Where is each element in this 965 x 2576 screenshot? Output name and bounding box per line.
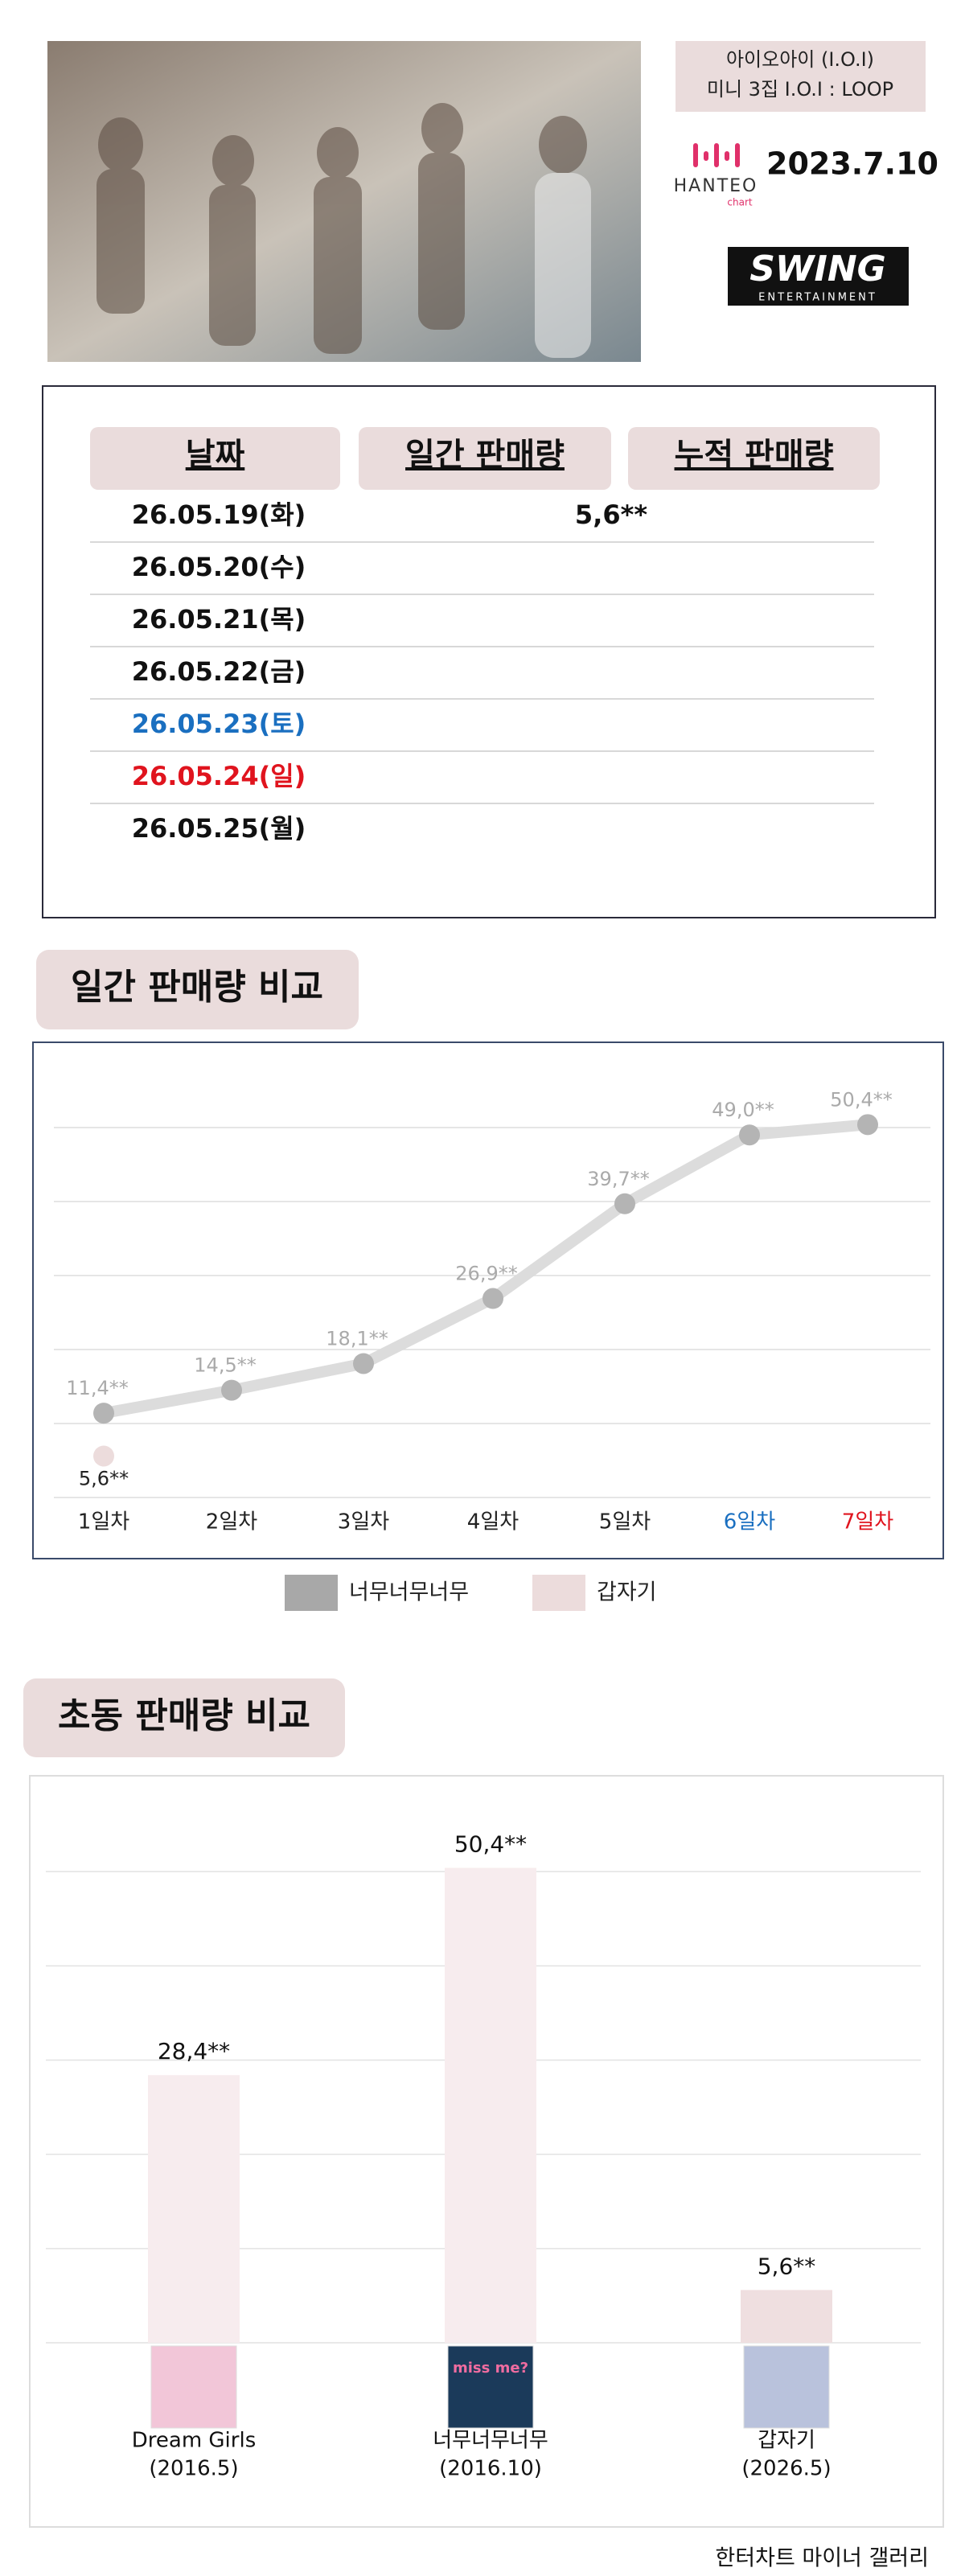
x-tick-label: 3일차 — [338, 1510, 389, 1535]
swing-logo — [728, 247, 909, 306]
data-label: 50,4** — [454, 1830, 527, 1857]
x-tick-label: 4일차 — [467, 1510, 519, 1535]
date-cell: 26.05.24(일) — [132, 761, 306, 791]
section-title-bg — [23, 1678, 345, 1757]
legend-swatch — [532, 1575, 585, 1611]
album-box — [676, 41, 926, 112]
x-tick-label: 6일차 — [724, 1510, 775, 1535]
section-title: 일간 판매량 비교 — [71, 967, 323, 1008]
swing-text: SWING — [749, 249, 886, 290]
date: 2023.7.10 — [766, 146, 938, 182]
daily-cell: 5,6** — [575, 499, 647, 530]
date-cell: 26.05.23(토) — [132, 709, 306, 739]
photo-figures — [96, 103, 591, 358]
album-cover — [743, 2345, 830, 2429]
bar — [741, 2290, 832, 2343]
x-tick-label: 1일차 — [78, 1510, 129, 1535]
sales-table: 날짜 일간 판매량 누적 판매량 26.05.19(화) 5,6** 26.05.20(수… — [90, 427, 880, 844]
artist: 아이오아이 (I.O.I) — [726, 48, 874, 71]
bar — [445, 1867, 536, 2343]
data-point — [221, 1379, 242, 1401]
data-label: 14,5** — [194, 1354, 256, 1377]
section-title-bg — [36, 950, 359, 1029]
data-point — [93, 1403, 114, 1424]
data-label: 5,6** — [79, 1467, 129, 1489]
x-tick-label: 7일차 — [842, 1510, 893, 1535]
hanteo-icon — [693, 143, 740, 167]
legend-label: 갑자기 — [597, 1580, 657, 1605]
data-point — [93, 1445, 114, 1467]
album-cover — [447, 2345, 534, 2429]
date-cell: 26.05.22(금) — [132, 656, 306, 687]
x-tick-sublabel: (2016.10) — [439, 2457, 542, 2481]
date-cell: 26.05.25(월) — [132, 813, 306, 844]
x-tick-sublabel: (2026.5) — [741, 2457, 831, 2481]
swing-sub: ENTERTAINMENT — [758, 292, 877, 304]
x-tick-label: Dream Girls — [132, 2429, 257, 2453]
header-cell — [359, 427, 611, 490]
data-label: 26,9** — [455, 1263, 517, 1285]
data-label: 50,4** — [830, 1088, 892, 1111]
date-cell: 26.05.19(화) — [132, 499, 306, 530]
data-label: 39,7** — [587, 1168, 649, 1190]
header-label: 누적 판매량 — [675, 437, 834, 474]
album: 미니 3집 I.O.I : LOOP — [707, 78, 893, 101]
legend-label: 너무너무너무 — [349, 1580, 469, 1605]
hanteo-logo: HANTEO — [674, 176, 758, 196]
bar — [148, 2075, 240, 2343]
header-cell — [628, 427, 880, 490]
data-point — [857, 1114, 878, 1136]
album-cover — [150, 2345, 237, 2429]
footer: 한터차트 마이너 갤러리 — [715, 2546, 929, 2571]
data-label: 49,0** — [712, 1099, 774, 1121]
x-tick-sublabel: (2016.5) — [149, 2457, 238, 2481]
section-title: 초동 판매량 비교 — [58, 1695, 310, 1736]
header-label: 날짜 — [186, 437, 245, 474]
x-tick-label: 2일차 — [206, 1510, 257, 1535]
data-point — [739, 1124, 760, 1146]
data-label: 5,6** — [758, 2253, 816, 2279]
data-point — [353, 1353, 374, 1374]
legend-swatch — [285, 1575, 338, 1611]
x-tick-label: 너무너무너무 — [433, 2429, 548, 2453]
data-label: 18,1** — [326, 1327, 388, 1350]
x-tick-label: 갑자기 — [758, 2429, 815, 2453]
data-label: 28,4** — [158, 2038, 230, 2064]
header-cell — [90, 427, 340, 490]
x-tick-label: 5일차 — [599, 1510, 651, 1535]
hanteo-sub: chart — [727, 197, 752, 208]
data-point — [482, 1288, 503, 1309]
date-cell: 26.05.21(목) — [132, 604, 306, 635]
date-cell: 26.05.20(수) — [132, 552, 306, 582]
header-label: 일간 판매량 — [405, 437, 565, 474]
cover-text: miss me? — [453, 2360, 528, 2377]
data-point — [614, 1193, 635, 1214]
data-label: 11,4** — [66, 1377, 128, 1399]
